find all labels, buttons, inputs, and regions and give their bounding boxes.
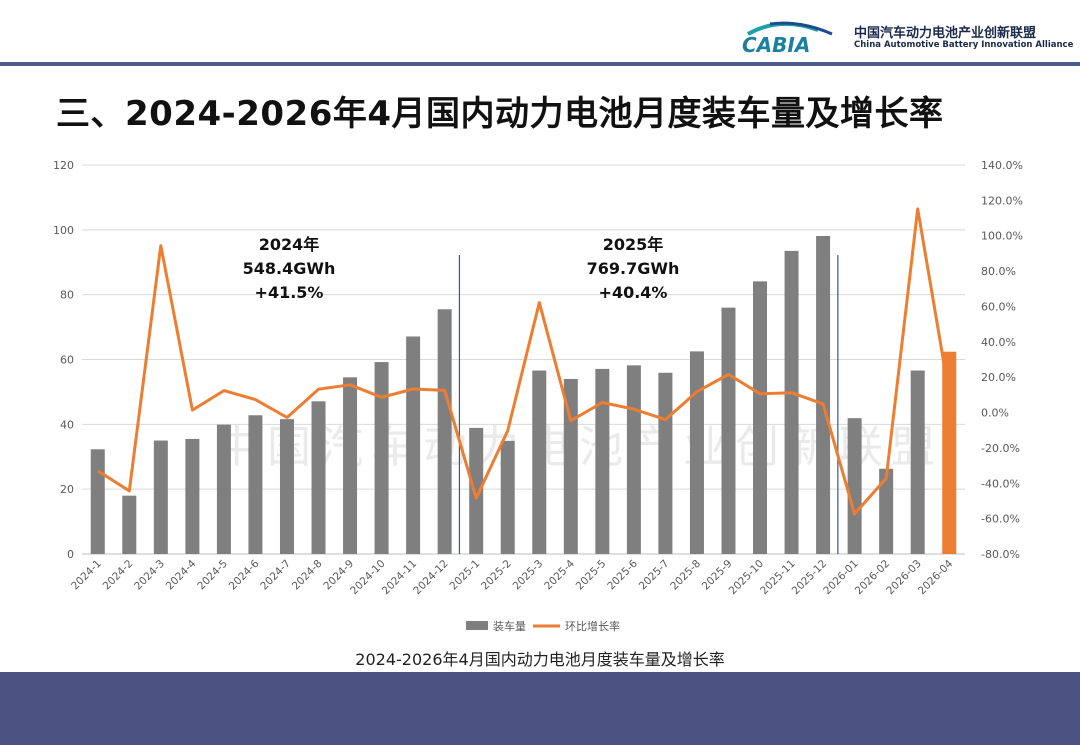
org-name-cn: 中国汽车动力电池产业创新联盟: [854, 26, 1037, 41]
x-axis-tick-label: 2025-7: [637, 558, 672, 593]
x-axis-tick-label: 2024-3: [132, 558, 167, 593]
bar-2026-03: [910, 370, 925, 554]
x-axis-tick-label: 2024-8: [290, 558, 325, 593]
org-logo: CABIA 中国汽车动力电池产业创新联盟 China Automotive Ba…: [740, 18, 1074, 58]
bar-2024-9: [343, 377, 358, 554]
left-axis-tick-label: 20: [60, 483, 74, 496]
bar-2024-11: [406, 336, 421, 554]
bar-2024-1: [90, 449, 105, 554]
bar-2025-4: [563, 378, 578, 554]
bar-2024-5: [216, 424, 231, 554]
annotation-growth: +41.5%: [255, 283, 324, 302]
annotation-year: 2024年: [259, 235, 320, 254]
left-axis-tick-label: 120: [53, 159, 74, 172]
right-axis-tick-label: -20.0%: [981, 442, 1020, 455]
bar-2025-3: [532, 370, 547, 554]
x-axis-tick-label: 2024-4: [164, 557, 199, 592]
right-axis-tick-label: -40.0%: [981, 477, 1020, 490]
cabia-logo-icon: CABIA: [742, 21, 833, 56]
left-axis-tick-label: 100: [53, 224, 74, 237]
bar-2024-2: [122, 495, 137, 554]
right-axis-tick-label: 60.0%: [981, 300, 1016, 313]
bar-2025-6: [626, 365, 641, 554]
x-axis-tick-label: 2025-6: [605, 557, 640, 592]
x-axis-tick-label: 2024-6: [227, 557, 262, 592]
x-axis-tick-label: 2024-1: [69, 558, 104, 593]
bar-2026-01: [847, 418, 862, 554]
x-axis-tick-label: 2024-5: [195, 558, 230, 593]
legend-bar-swatch: [466, 621, 488, 630]
bar-2024-6: [248, 415, 263, 554]
bar-2024-4: [185, 438, 200, 554]
bar-2025-10: [753, 281, 768, 554]
chart-svg: 中国汽车动力电池产业创新联盟020406080100120-80.0%-60.0…: [53, 159, 1023, 633]
bar-2024-7: [279, 419, 294, 554]
right-axis-tick-label: -60.0%: [981, 513, 1020, 526]
legend-line-label: 环比增长率: [565, 619, 620, 633]
x-axis-tick-label: 2025-3: [511, 558, 546, 593]
bar-2024-10: [374, 362, 389, 554]
x-axis-tick-label: 2024-7: [258, 558, 293, 593]
x-axis-tick-label: 2025-8: [668, 558, 703, 593]
x-axis-tick-label: 2026-04: [916, 557, 956, 597]
bar-2024-8: [311, 401, 326, 554]
left-axis-tick-label: 60: [60, 354, 74, 367]
annotation-total: 769.7GWh: [587, 259, 680, 278]
org-name-en: China Automotive Battery Innovation Alli…: [854, 40, 1074, 50]
left-axis-tick-label: 80: [60, 289, 74, 302]
right-axis-tick-label: 0.0%: [981, 407, 1009, 420]
left-axis-tick-label: 40: [60, 418, 74, 431]
bar-2026-04: [942, 351, 957, 554]
bar-2025-2: [500, 440, 515, 554]
legend-bar-label: 装车量: [493, 619, 526, 633]
left-axis-tick-label: 0: [67, 548, 74, 561]
bar-2026-02: [879, 468, 894, 554]
growth-rate-line: [96, 207, 951, 516]
page-title: 三、2024-2026年4月国内动力电池月度装车量及增长率: [56, 94, 944, 134]
bar-2025-1: [469, 427, 484, 554]
chart-caption: 2024-2026年4月国内动力电池月度装车量及增长率: [355, 650, 725, 669]
right-axis-tick-label: 100.0%: [981, 230, 1023, 243]
x-axis-tick-label: 2025-2: [479, 558, 514, 593]
right-axis-tick-label: 120.0%: [981, 194, 1023, 207]
x-axis-tick-label: 2024-2: [101, 558, 136, 593]
bar-2025-5: [595, 368, 610, 554]
right-axis-tick-label: 40.0%: [981, 336, 1016, 349]
logo-text: CABIA: [742, 33, 810, 56]
chart-container: 中国汽车动力电池产业创新联盟 0 20 40 60 80 100 120 -80.0% -60.0…: [0, 140, 1080, 665]
bar-2025-12: [816, 235, 831, 554]
right-axis-tick-label: 20.0%: [981, 371, 1016, 384]
right-axis-tick-label: -80.0%: [981, 548, 1020, 561]
bar-2025-7: [658, 372, 673, 554]
header-divider-line: [0, 62, 1080, 66]
annotation-total: 548.4GWh: [243, 259, 336, 278]
annotation-growth: +40.4%: [599, 283, 668, 302]
x-axis-tick-label: 2025-4: [542, 557, 577, 592]
bar-2024-12: [437, 309, 452, 554]
annotation-year: 2025年: [603, 235, 664, 254]
right-axis-tick-label: 80.0%: [981, 265, 1016, 278]
x-axis-tick-label: 2024-12: [411, 558, 451, 598]
bar-2025-8: [689, 351, 704, 554]
bar-2025-11: [784, 250, 799, 554]
footer-bar: [0, 672, 1080, 745]
bar-2024-3: [153, 440, 168, 554]
bar-2025-9: [721, 307, 736, 554]
x-axis-tick-label: 2025-5: [574, 558, 609, 593]
x-axis-tick-label: 2025-1: [448, 558, 483, 593]
right-axis-tick-label: 140.0%: [981, 159, 1023, 172]
